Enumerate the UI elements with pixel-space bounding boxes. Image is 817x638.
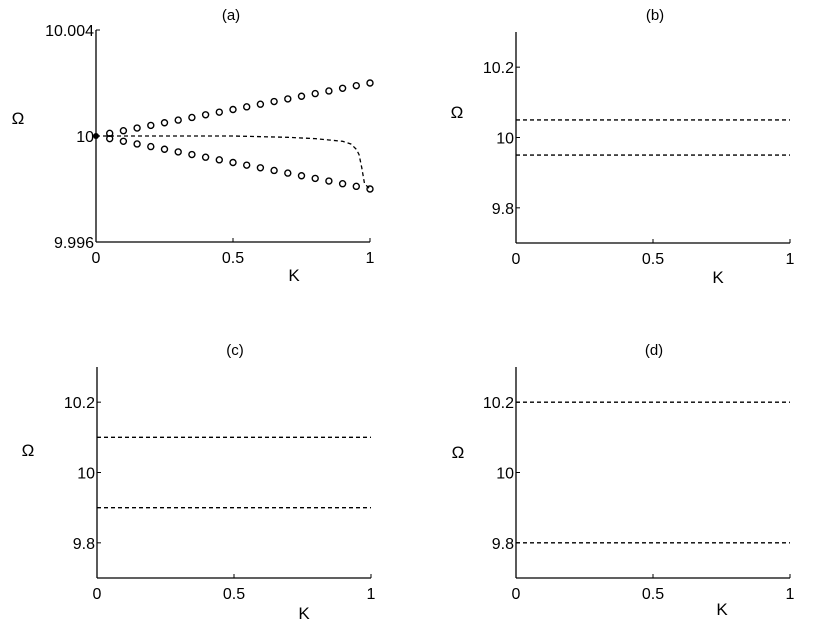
data-point-circle: [352, 182, 360, 191]
data-point-circle: [147, 121, 155, 130]
y-tick-label: 9.8: [73, 536, 95, 553]
x-tick-label: 0: [93, 586, 102, 603]
data-point-circle: [174, 148, 182, 156]
y-tick-label: 10: [496, 131, 514, 148]
data-point-circle: [325, 177, 333, 185]
data-point-dot: [93, 133, 99, 139]
data-point-circle: [229, 105, 237, 114]
data-point-circle: [215, 156, 224, 164]
x-axis-label: K: [298, 604, 310, 623]
data-point-circle: [160, 145, 169, 153]
y-tick-label: 9.996: [54, 235, 94, 252]
x-tick-label: 0.5: [642, 251, 664, 268]
series-line-dashed: [96, 135, 371, 190]
y-tick-label: 9.8: [492, 201, 514, 218]
data-point-circle: [105, 134, 114, 143]
x-axis-label: K: [716, 600, 728, 619]
x-tick-label: 1: [366, 250, 375, 267]
data-point-circle: [188, 113, 196, 122]
y-tick-label: 10.2: [483, 60, 514, 77]
data-point-circle: [119, 137, 128, 146]
data-point-circle: [366, 185, 374, 193]
data-point-circle: [366, 79, 374, 87]
x-axis-label: K: [712, 268, 724, 287]
x-tick-label: 0: [512, 251, 521, 268]
x-tick-label: 0: [92, 250, 101, 267]
data-point-circle: [284, 169, 292, 177]
y-axis-label: Ω: [452, 443, 465, 462]
data-point-circle: [297, 92, 306, 100]
y-axis-label: Ω: [12, 109, 25, 128]
y-tick-label: 10.004: [45, 23, 94, 40]
data-point-circle: [242, 103, 251, 111]
data-point-circle: [325, 87, 333, 95]
data-point-circle: [256, 100, 265, 108]
data-point-circle: [188, 150, 196, 159]
data-point-circle: [229, 158, 237, 167]
panel-title: (b): [646, 7, 664, 24]
y-tick-label: 10.2: [483, 395, 514, 412]
data-point-circle: [201, 153, 210, 161]
y-tick-label: 10: [77, 466, 95, 483]
y-tick-label: 10: [496, 466, 514, 483]
x-tick-label: 1: [786, 251, 795, 268]
y-axis-label: Ω: [451, 103, 464, 122]
data-point-circle: [297, 172, 306, 180]
panel-title: (d): [645, 342, 663, 359]
data-point-circle: [338, 84, 347, 93]
data-point-circle: [133, 124, 141, 132]
y-axis-label: Ω: [22, 441, 35, 460]
data-point-circle: [270, 166, 278, 175]
data-point-circle: [105, 129, 114, 138]
data-point-circle: [311, 89, 319, 98]
panel-title: (a): [222, 7, 240, 24]
data-point-circle: [256, 164, 265, 172]
data-point-circle: [352, 81, 360, 90]
data-point-circle: [215, 108, 224, 116]
y-tick-label: 10: [76, 129, 94, 146]
panel-title: (c): [226, 342, 244, 359]
data-point-circle: [133, 140, 141, 148]
data-point-circle: [119, 126, 128, 135]
data-point-circle: [174, 116, 182, 124]
data-point-circle: [147, 142, 155, 151]
data-point-circle: [311, 174, 319, 183]
y-tick-label: 10.2: [64, 395, 95, 412]
x-axis-label: K: [288, 266, 300, 285]
data-point-circle: [338, 179, 347, 188]
y-tick-label: 9.8: [492, 536, 514, 553]
x-tick-label: 1: [367, 586, 376, 603]
x-tick-label: 0.5: [223, 586, 245, 603]
data-point-circle: [160, 119, 169, 127]
x-tick-label: 0.5: [222, 250, 244, 267]
x-tick-label: 0: [512, 586, 521, 603]
x-tick-label: 0.5: [642, 586, 664, 603]
data-point-circle: [242, 161, 251, 169]
data-point-circle: [284, 95, 292, 103]
data-point-circle: [201, 111, 210, 119]
x-tick-label: 1: [786, 586, 795, 603]
data-point-circle: [270, 97, 278, 106]
